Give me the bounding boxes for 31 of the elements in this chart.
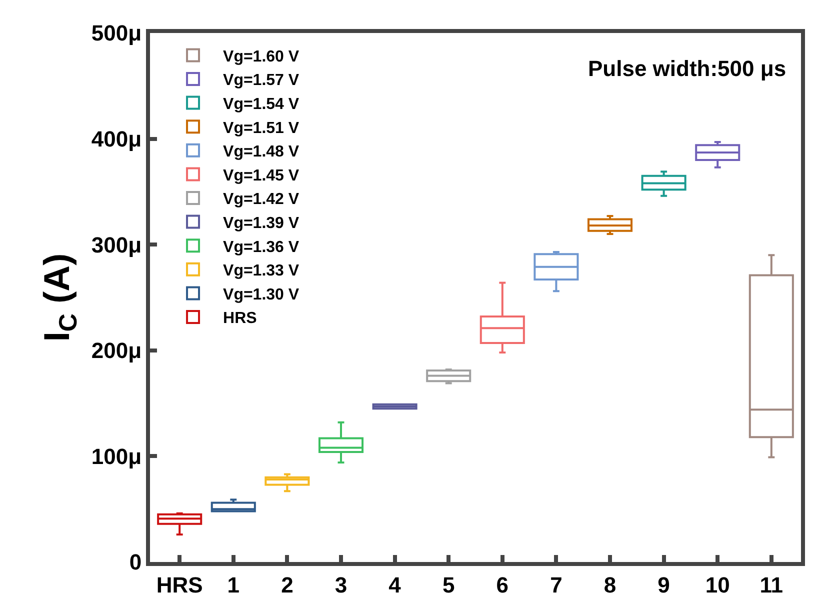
- legend-label: Vg=1.36 V: [223, 238, 300, 256]
- legend-label: Vg=1.48 V: [223, 144, 300, 161]
- legend-label: Vg=1.33 V: [223, 262, 300, 280]
- x-tick-label: 9: [658, 572, 670, 598]
- legend-label: HRS: [223, 310, 258, 328]
- x-tick-label: 11: [760, 572, 784, 598]
- y-tick-label: 400μ: [91, 126, 142, 152]
- x-tick-label: 7: [550, 572, 562, 598]
- annotation: Pulse width:500 μs: [588, 56, 786, 81]
- legend-label: Vg=1.42 V: [223, 191, 300, 208]
- legend-label: Vg=1.45 V: [223, 167, 300, 184]
- x-tick-label: 5: [442, 572, 455, 598]
- x-tick-label: 1: [227, 572, 240, 598]
- x-tick-label: 8: [604, 572, 616, 598]
- legend-label: Vg=1.39 V: [223, 215, 300, 232]
- x-tick-label: 3: [334, 572, 348, 598]
- x-tick-label: 2: [281, 572, 294, 598]
- x-tick-label: 4: [388, 572, 402, 598]
- y-tick-label: 500μ: [91, 20, 142, 46]
- y-tick-label: 100μ: [91, 444, 142, 469]
- x-tick-label: 10: [705, 572, 730, 598]
- y-tick-label: 300μ: [91, 232, 142, 258]
- legend-label: Vg=1.30 V: [223, 286, 300, 304]
- y-tick-label: 0: [129, 550, 142, 575]
- x-tick-label: 6: [496, 572, 509, 598]
- legend-label: Vg=1.54 V: [223, 96, 300, 114]
- legend-label: Vg=1.51 V: [223, 120, 300, 137]
- legend-label: Vg=1.57 V: [223, 72, 300, 90]
- x-tick-label: HRS: [156, 572, 203, 598]
- y-tick-label: 200μ: [91, 338, 142, 364]
- legend-label: Vg=1.60 V: [223, 48, 300, 66]
